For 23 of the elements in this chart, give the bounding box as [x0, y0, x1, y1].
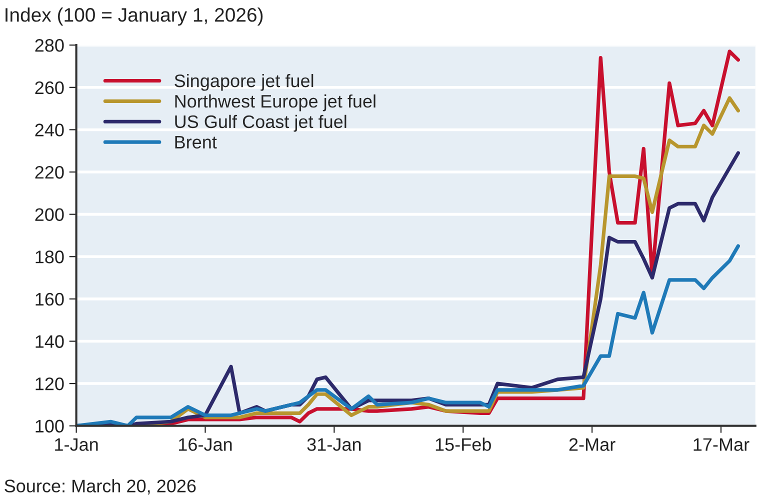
y-tick-label: 140 [36, 335, 64, 348]
x-tick-label: 1-Jan [55, 438, 98, 451]
x-tick-label: 16-Jan [179, 438, 232, 451]
y-tick-label: 280 [35, 39, 64, 52]
legend-label: Singapore jet fuel [174, 74, 314, 91]
line-series [76, 244, 740, 426]
y-tick-label: 120 [36, 377, 64, 390]
y-tick-label: 100 [36, 420, 64, 433]
legend-label: US Gulf Coast jet fuel [175, 114, 346, 132]
y-tick-label: 200 [35, 208, 64, 222]
y-tick-label: 240 [35, 124, 64, 136]
y-tick-label: 220 [35, 166, 64, 179]
legend-label: Northwest Europe jet fuel [175, 94, 376, 112]
source-note: Source: March 20, 2026 [4, 479, 196, 495]
y-tick-label: 160 [36, 292, 64, 306]
y-tick-label: 180 [36, 250, 64, 264]
legend-label: Brent [175, 136, 217, 149]
x-tick-label: 2-Mar [569, 438, 616, 451]
x-tick-label: 31-Jan [307, 438, 361, 451]
x-tick-label: 15-Feb [436, 438, 491, 451]
y-tick-label: 260 [35, 81, 64, 94]
chart-title: Index (100 = January 1, 2026) [6, 8, 263, 26]
x-tick-label: 17-Mar [694, 438, 750, 451]
